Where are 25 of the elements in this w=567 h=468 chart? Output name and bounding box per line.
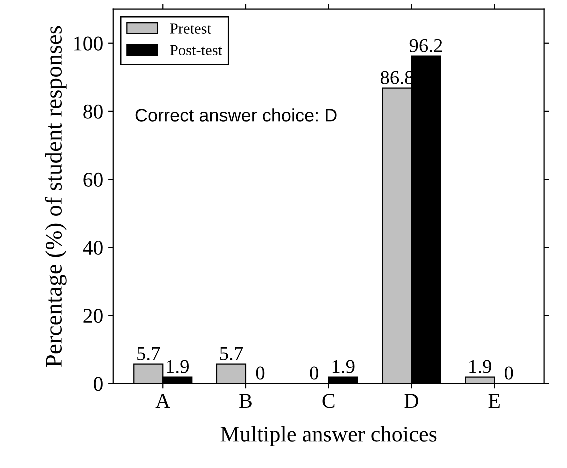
y-tick-label: 100 (74, 36, 103, 51)
data-label: 1.9 (167, 360, 189, 374)
data-label: 5.7 (138, 347, 160, 360)
annotation: Correct answer choice: D (136, 108, 337, 122)
data-label: 0 (256, 366, 265, 380)
x-tick-label: C (322, 394, 335, 408)
x-axis-title: Multiple answer choices (220, 426, 437, 446)
x-tick-label: D (404, 394, 418, 408)
x-tick-label: B (240, 394, 252, 408)
y-tick-label: 0 (94, 377, 103, 392)
data-label: 5.7 (220, 347, 244, 360)
y-tick-label: 80 (84, 104, 103, 119)
y-tick-label: 20 (84, 309, 103, 324)
y-tick-label: 60 (84, 172, 103, 187)
legend-label: Pretest (170, 24, 212, 34)
y-axis-title: Percentage (%) of student responses (45, 26, 67, 368)
x-tick-label: A (156, 394, 170, 408)
data-label: 1.9 (332, 360, 355, 374)
data-label: 0 (310, 366, 318, 380)
y-tick-label: 40 (83, 240, 103, 256)
data-label: 96.2 (410, 39, 442, 52)
data-label: 0 (504, 366, 514, 380)
data-label: 1.9 (470, 360, 492, 374)
x-tick-label: E (488, 394, 500, 408)
legend-label: Post-test (170, 45, 222, 56)
